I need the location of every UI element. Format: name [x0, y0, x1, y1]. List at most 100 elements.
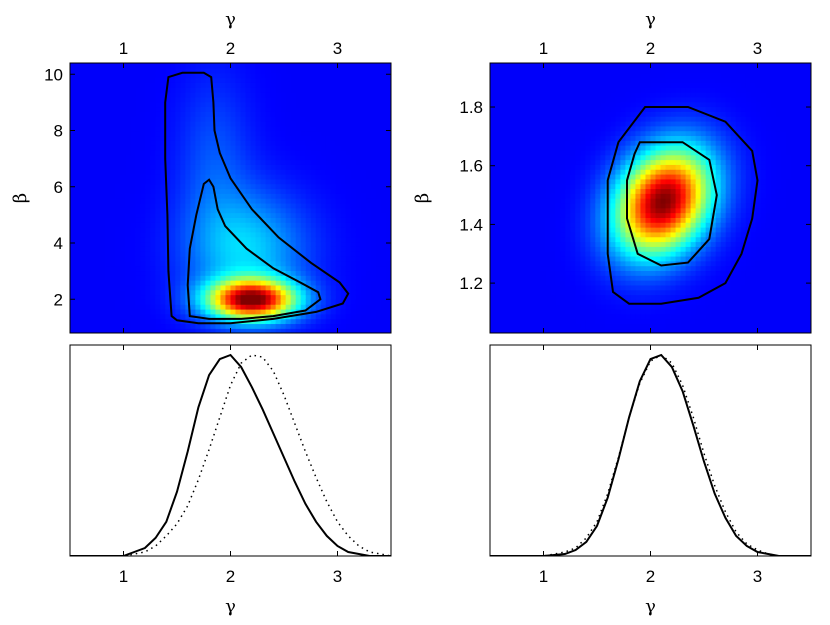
heatmap-cell — [100, 304, 106, 310]
heatmap-cell — [90, 212, 96, 218]
heatmap-cell — [375, 101, 382, 108]
heatmap-cell — [560, 328, 566, 333]
heatmap-cell — [505, 289, 511, 296]
heatmap-cell — [120, 106, 126, 112]
heatmap-cell — [240, 111, 247, 117]
heatmap-cell — [305, 212, 312, 218]
heatmap-cell — [235, 87, 242, 93]
heatmap-cell — [385, 284, 391, 291]
heatmap-cell — [375, 82, 382, 88]
heatmap-cell — [225, 101, 232, 108]
heatmap-cell — [235, 289, 242, 296]
heatmap-cell — [255, 241, 262, 247]
heatmap-cell — [600, 198, 607, 204]
heatmap-cell — [175, 260, 182, 267]
heatmap-cell — [335, 231, 342, 238]
heatmap-cell — [555, 323, 561, 329]
heatmap-cell — [265, 255, 272, 262]
heatmap-cell — [75, 173, 81, 180]
heatmap-cell — [265, 284, 272, 291]
heatmap-cell — [365, 294, 372, 300]
heatmap-cell — [335, 111, 342, 117]
heatmap-cell — [80, 279, 86, 286]
heatmap-cell — [140, 173, 146, 180]
heatmap-cell — [290, 164, 297, 170]
heatmap-cell — [335, 169, 342, 175]
heatmap-cell — [195, 241, 202, 247]
heatmap-cell — [260, 169, 267, 175]
heatmap-cell — [270, 308, 277, 315]
heatmap-cell — [375, 308, 382, 315]
heatmap-cell — [370, 63, 377, 69]
heatmap-cell — [105, 188, 111, 194]
heatmap-cell — [100, 140, 106, 146]
heatmap-cell — [280, 130, 287, 137]
y-tick-label: 8 — [54, 122, 63, 141]
heatmap-cell — [565, 154, 571, 161]
heatmap-cell — [295, 111, 302, 117]
heatmap-cell — [490, 236, 496, 243]
heatmap-cell — [70, 202, 76, 209]
heatmap-cell — [580, 82, 586, 88]
heatmap-cell — [250, 173, 257, 180]
heatmap-cell — [570, 178, 576, 185]
heatmap-cell — [195, 188, 202, 194]
heatmap-cell — [80, 87, 86, 93]
heatmap-cell — [605, 265, 612, 272]
heatmap-cell — [140, 279, 146, 286]
heatmap-cell — [350, 202, 357, 209]
heatmap-cell — [350, 308, 357, 315]
heatmap-cell — [335, 241, 342, 247]
heatmap-cell — [495, 323, 501, 329]
heatmap-cell — [245, 289, 252, 296]
heatmap-cell — [340, 328, 347, 333]
heatmap-cell — [235, 178, 242, 185]
heatmap-cell — [160, 198, 166, 204]
heatmap-cell — [545, 207, 551, 214]
heatmap-cell — [520, 149, 526, 156]
heatmap-cell — [285, 198, 292, 204]
heatmap-cell — [345, 207, 352, 214]
heatmap-cell — [590, 125, 597, 132]
heatmap-cell — [370, 236, 377, 243]
heatmap-cell — [270, 101, 277, 108]
heatmap-cell — [590, 149, 597, 156]
heatmap-cell — [495, 265, 501, 272]
heatmap-cell — [265, 82, 272, 88]
heatmap-cell — [300, 173, 307, 180]
heatmap-cell — [610, 304, 617, 310]
heatmap-cell — [375, 91, 382, 98]
heatmap-cell — [160, 279, 166, 286]
heatmap-cell — [80, 154, 86, 161]
heatmap-cell — [385, 226, 391, 233]
heatmap-cell — [550, 231, 556, 238]
heatmap-cell — [585, 91, 592, 98]
heatmap-cell — [325, 294, 332, 300]
heatmap-cell — [225, 77, 232, 83]
heatmap-cell — [545, 294, 551, 300]
heatmap-cell — [200, 251, 207, 257]
heatmap-cell — [550, 275, 556, 281]
heatmap-cell — [345, 193, 352, 199]
heatmap-cell — [280, 304, 287, 310]
heatmap-cell — [350, 101, 357, 108]
heatmap-cell — [280, 323, 287, 329]
heatmap-cell — [190, 120, 197, 127]
heatmap-cell — [215, 125, 222, 132]
heatmap-cell — [555, 255, 561, 262]
heatmap-cell — [210, 67, 217, 74]
heatmap-cell — [540, 82, 546, 88]
heatmap-cell — [155, 82, 161, 88]
heatmap-cell — [175, 222, 182, 228]
heatmap-cell — [130, 275, 136, 281]
heatmap-cell — [600, 188, 607, 194]
heatmap-cell — [285, 246, 292, 252]
heatmap-cell — [90, 125, 96, 132]
heatmap-cell — [260, 294, 267, 300]
heatmap-cell — [315, 63, 322, 69]
heatmap-cell — [230, 236, 237, 243]
heatmap-cell — [140, 255, 146, 262]
heatmap-cell — [590, 241, 597, 247]
heatmap-cell — [160, 111, 166, 117]
heatmap-cell — [80, 304, 86, 310]
